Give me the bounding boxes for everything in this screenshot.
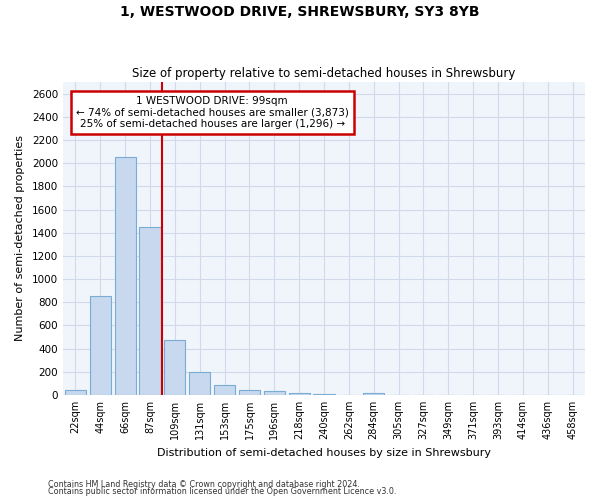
Text: 1, WESTWOOD DRIVE, SHREWSBURY, SY3 8YB: 1, WESTWOOD DRIVE, SHREWSBURY, SY3 8YB bbox=[120, 5, 480, 19]
Bar bbox=[115, 158, 136, 395]
Bar bbox=[239, 390, 260, 395]
Bar bbox=[214, 384, 235, 395]
Text: Contains HM Land Registry data © Crown copyright and database right 2024.: Contains HM Land Registry data © Crown c… bbox=[48, 480, 360, 489]
Bar bbox=[90, 296, 111, 395]
Bar bbox=[139, 227, 161, 395]
Bar bbox=[363, 392, 384, 395]
Y-axis label: Number of semi-detached properties: Number of semi-detached properties bbox=[15, 136, 25, 342]
X-axis label: Distribution of semi-detached houses by size in Shrewsbury: Distribution of semi-detached houses by … bbox=[157, 448, 491, 458]
Bar bbox=[289, 392, 310, 395]
Bar bbox=[189, 372, 211, 395]
Bar bbox=[164, 340, 185, 395]
Bar bbox=[65, 390, 86, 395]
Title: Size of property relative to semi-detached houses in Shrewsbury: Size of property relative to semi-detach… bbox=[133, 66, 516, 80]
Text: 1 WESTWOOD DRIVE: 99sqm
← 74% of semi-detached houses are smaller (3,873)
25% of: 1 WESTWOOD DRIVE: 99sqm ← 74% of semi-de… bbox=[76, 96, 349, 129]
Bar bbox=[264, 391, 285, 395]
Bar bbox=[313, 394, 335, 395]
Text: Contains public sector information licensed under the Open Government Licence v3: Contains public sector information licen… bbox=[48, 487, 397, 496]
